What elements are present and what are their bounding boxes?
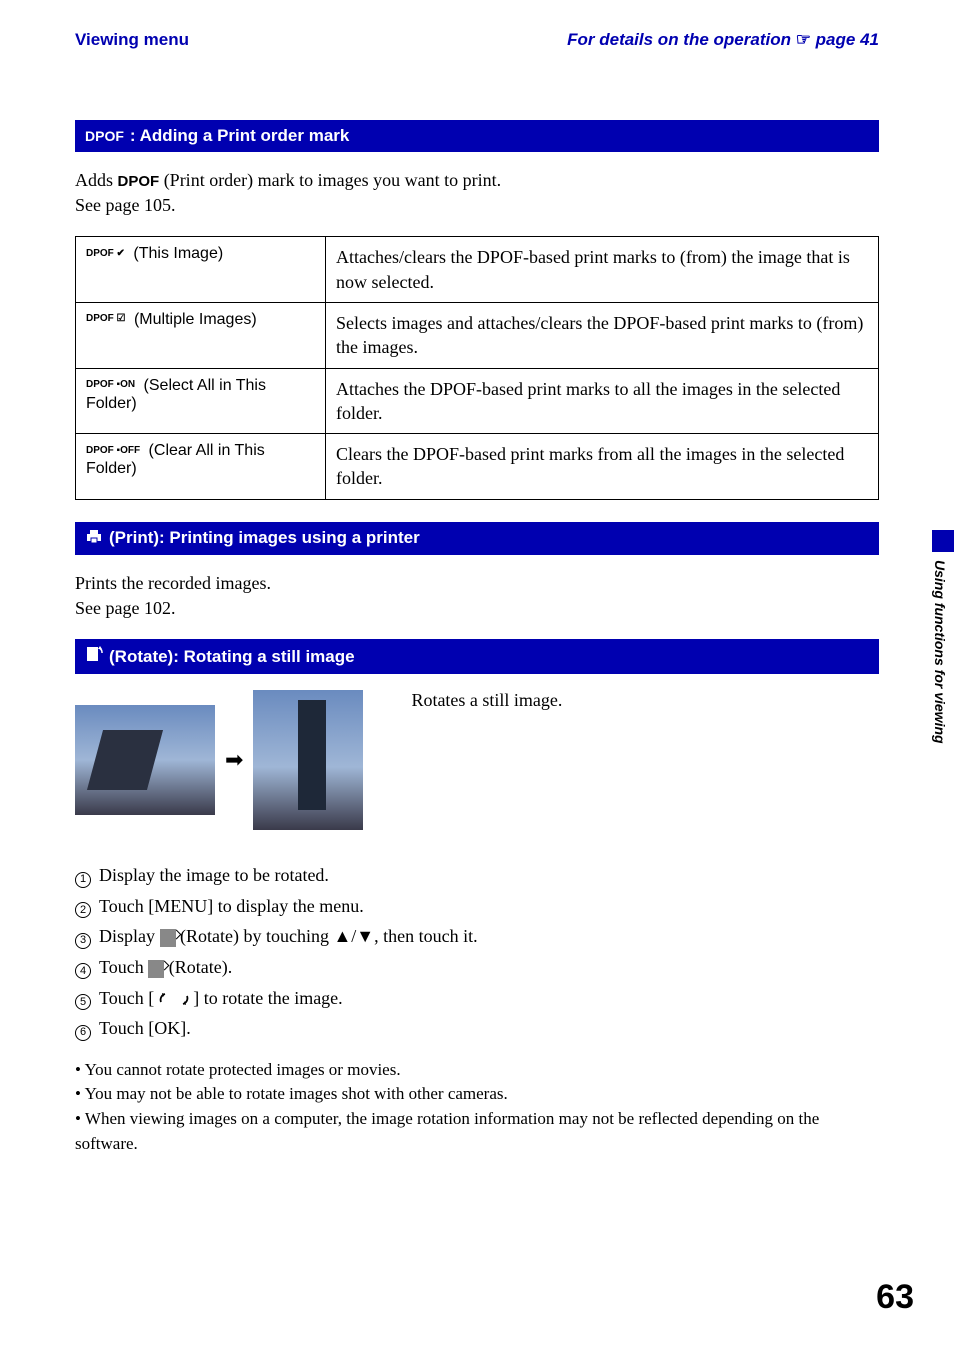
step-number-3: 3	[75, 933, 91, 949]
rotate-step-1: 1 Display the image to be rotated.	[75, 860, 879, 891]
rotate-step-4: 4 Touch (Rotate).	[75, 952, 879, 983]
dpof-row-clearall-label: DPOF ▪OFF (Clear All in This Folder)	[76, 434, 326, 500]
print-line2: See page 102.	[75, 598, 175, 618]
dpof-row-this-image-label: DPOF ✔ (This Image)	[76, 237, 326, 303]
section-dpof-title: : Adding a Print order mark	[130, 126, 349, 146]
rotate-steps-list: 1 Display the image to be rotated. 2 Touch…	[75, 860, 879, 1044]
rotate-note-3: When viewing images on a computer, the i…	[75, 1107, 879, 1156]
dpof-row-clearall-desc: Clears the DPOF-based print marks from a…	[326, 434, 879, 500]
rotate-after-thumb	[253, 690, 363, 830]
step-6-text: Touch [OK].	[99, 1013, 191, 1044]
rotate-step-2: 2 Touch [MENU] to display the menu.	[75, 891, 879, 922]
rotate-step-3: 3 Display (Rotate) by touching ▲/▼, then …	[75, 921, 879, 952]
dpof-options-table: DPOF ✔ (This Image) Attaches/clears the …	[75, 236, 879, 499]
section-rotate-heading: (Rotate): Rotating a still image	[75, 639, 879, 674]
section-dpof-heading: DPOF : Adding a Print order mark	[75, 120, 879, 152]
breadcrumb-viewing-menu: Viewing menu	[75, 30, 189, 50]
header-right-suffix: page 41	[811, 30, 879, 49]
print-intro: Prints the recorded images. See page 102…	[75, 571, 879, 621]
print-line1: Prints the recorded images.	[75, 573, 271, 593]
rotate-inline-icon	[160, 929, 176, 947]
rotate-inline-icon	[148, 960, 164, 978]
step-3-text: Display (Rotate) by touching ▲/▼, then t…	[99, 921, 478, 952]
rotate-icon	[85, 645, 103, 668]
rotate-note-2: You may not be able to rotate images sho…	[75, 1082, 879, 1107]
side-tab-marker	[932, 530, 954, 552]
step-2-text: Touch [MENU] to display the menu.	[99, 891, 364, 922]
dpof-row-0-label-text: (This Image)	[129, 245, 223, 262]
section-print-title: (Print): Printing images using a printer	[109, 528, 420, 548]
dpof-row-multiple-desc: Selects images and attaches/clears the D…	[326, 302, 879, 368]
dpof-off-icon: DPOF ▪OFF	[86, 447, 140, 456]
section-rotate-title: (Rotate): Rotating a still image	[109, 647, 355, 667]
arrow-right-icon: ➡	[225, 747, 243, 773]
step-number-2: 2	[75, 902, 91, 918]
dpof-row-1-label-text: (Multiple Images)	[130, 311, 257, 328]
dpof-icon: DPOF	[85, 128, 124, 144]
dpof-intro-after: (Print order) mark to images you want to…	[159, 170, 501, 190]
step-number-5: 5	[75, 994, 91, 1010]
rotate-note-1: You cannot rotate protected images or mo…	[75, 1058, 879, 1083]
section-print-heading: (Print): Printing images using a printer	[75, 522, 879, 555]
dpof-intro: Adds DPOF (Print order) mark to images y…	[75, 168, 879, 218]
print-icon	[85, 528, 103, 549]
rotate-description: Rotates a still image.	[381, 690, 879, 711]
rotate-step-6: 6 Touch [OK].	[75, 1013, 879, 1044]
step-5-text: Touch [ ] to rotate the image.	[99, 983, 343, 1014]
step-4-text: Touch (Rotate).	[99, 952, 232, 983]
dpof-word-icon: DPOF	[118, 173, 160, 190]
step-number-1: 1	[75, 872, 91, 888]
rotate-example-images: ➡	[75, 690, 363, 830]
dpof-row-multiple-label: DPOF ☑ (Multiple Images)	[76, 302, 326, 368]
rotate-notes-list: You cannot rotate protected images or mo…	[75, 1058, 879, 1157]
rotate-step-5: 5 Touch [ ] to rotate the image.	[75, 983, 879, 1014]
dpof-check-icon: DPOF ✔	[86, 250, 125, 259]
dpof-intro-before: Adds	[75, 170, 118, 190]
header-operation-ref: For details on the operation ☞ page 41	[567, 30, 879, 50]
dpof-row-selectall-label: DPOF ▪ON (Select All in This Folder)	[76, 368, 326, 434]
dpof-multicheck-icon: DPOF ☑	[86, 315, 126, 324]
dpof-on-icon: DPOF ▪ON	[86, 381, 135, 390]
dpof-row-this-image-desc: Attaches/clears the DPOF-based print mar…	[326, 237, 879, 303]
pointer-icon: ☞	[796, 30, 811, 50]
page-number: 63	[876, 1278, 914, 1317]
side-tab-label: Using functions for viewing	[932, 560, 948, 744]
step-number-4: 4	[75, 963, 91, 979]
step-1-text: Display the image to be rotated.	[99, 860, 329, 891]
rotate-before-thumb	[75, 705, 215, 815]
dpof-row-selectall-desc: Attaches the DPOF-based print marks to a…	[326, 368, 879, 434]
header-right-prefix: For details on the operation	[567, 30, 796, 49]
dpof-intro-line2: See page 105.	[75, 195, 175, 215]
step-number-6: 6	[75, 1025, 91, 1041]
rotate-arrows-icon	[159, 992, 189, 1006]
